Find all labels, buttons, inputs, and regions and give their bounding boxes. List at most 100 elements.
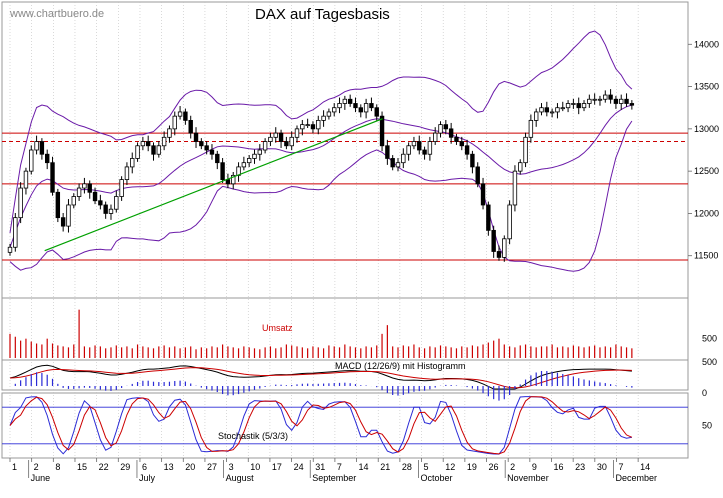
candle-body xyxy=(576,103,581,109)
month-label: November xyxy=(507,473,549,483)
x-tick-label: 17 xyxy=(272,462,282,472)
x-tick-label: 12 xyxy=(445,462,455,472)
candle-body xyxy=(433,132,438,142)
month-label: September xyxy=(312,473,356,483)
candle-body xyxy=(167,128,172,138)
candle-body xyxy=(257,149,263,155)
candle-body xyxy=(374,107,379,117)
candle-body xyxy=(7,246,13,253)
candle-body xyxy=(597,98,603,101)
candle-body xyxy=(215,153,220,164)
candle-body xyxy=(321,115,326,121)
candle-body xyxy=(262,141,268,151)
x-tick-label: 21 xyxy=(380,462,390,472)
stoch-d-line xyxy=(9,396,633,455)
candle-body xyxy=(619,98,624,104)
y-tick-label: 13500 xyxy=(694,82,719,92)
candle-body xyxy=(316,120,321,130)
x-tick-label: 1 xyxy=(12,462,17,472)
candle-body xyxy=(571,103,576,105)
candle-body xyxy=(486,204,491,231)
candle-body xyxy=(29,149,34,172)
candles-layer xyxy=(7,89,635,262)
candle-body xyxy=(18,187,23,219)
y-tick-label: 13000 xyxy=(694,124,719,134)
candle-body xyxy=(528,120,534,138)
candle-body xyxy=(395,162,401,168)
candle-body xyxy=(385,145,390,159)
x-tick-label: 3 xyxy=(229,462,234,472)
candle-body xyxy=(76,187,82,197)
candle-body xyxy=(114,196,119,210)
candle-body xyxy=(55,191,61,219)
candle-body xyxy=(464,145,470,155)
signal-line xyxy=(9,367,632,389)
candle-body xyxy=(45,153,50,164)
candle-body xyxy=(268,136,273,142)
candle-body xyxy=(629,103,635,106)
candle-body xyxy=(108,208,114,214)
month-label: July xyxy=(139,473,156,483)
candle-body xyxy=(518,162,523,172)
macd-tick-label: 0 xyxy=(702,388,707,398)
candle-body xyxy=(225,179,231,185)
bollinger-upper xyxy=(9,30,633,233)
volume-label: Umsatz xyxy=(262,323,293,333)
month-label: August xyxy=(226,473,255,483)
x-tick-label: 14 xyxy=(640,462,650,472)
x-tick-label: 28 xyxy=(402,462,412,472)
candle-body xyxy=(13,217,18,248)
candle-body xyxy=(496,251,502,258)
candle-body xyxy=(140,141,146,147)
stoch-k-line xyxy=(9,396,632,455)
candle-body xyxy=(608,94,613,100)
watermark: www.chartbuero.de xyxy=(9,8,104,20)
x-tick-label: 6 xyxy=(142,462,147,472)
grid-layer xyxy=(9,2,639,458)
volume-tick-label: 500 xyxy=(702,334,717,344)
candle-body xyxy=(443,124,449,130)
macd-panel-frame xyxy=(1,359,689,391)
candle-body xyxy=(358,107,363,113)
candle-body xyxy=(156,145,162,155)
x-tick-label: 2 xyxy=(34,462,39,472)
x-tick-label: 22 xyxy=(99,462,109,472)
candle-body xyxy=(417,141,422,151)
candle-body xyxy=(438,124,443,134)
x-tick-label: 29 xyxy=(120,462,130,472)
x-tick-label: 19 xyxy=(467,462,477,472)
candle-body xyxy=(103,204,108,214)
candle-body xyxy=(332,107,337,113)
candle-body xyxy=(603,94,608,100)
candle-body xyxy=(422,149,427,155)
candle-body xyxy=(23,170,29,189)
candle-body xyxy=(284,141,289,147)
stoch-tick-label: 50 xyxy=(702,421,712,431)
stochastic-layer xyxy=(2,396,688,455)
x-tick-label: 8 xyxy=(55,462,60,472)
candle-body xyxy=(300,124,305,130)
month-label: June xyxy=(31,473,51,483)
y-tick-label: 11500 xyxy=(694,251,718,261)
candle-body xyxy=(427,141,433,155)
candle-body xyxy=(151,145,156,155)
candle-body xyxy=(549,111,555,114)
candle-body xyxy=(172,115,177,130)
macd-label: MACD (12/26/9) mit Histogramm xyxy=(335,361,466,371)
candle-body xyxy=(475,166,480,185)
candle-body xyxy=(39,141,45,155)
x-tick-label: 2 xyxy=(510,462,515,472)
candle-body xyxy=(34,141,39,151)
candle-body xyxy=(273,132,278,138)
candle-body xyxy=(241,162,247,168)
candle-body xyxy=(135,145,140,159)
candle-body xyxy=(220,162,225,181)
candle-body xyxy=(145,141,151,147)
x-tick-label: 26 xyxy=(489,462,499,472)
candle-body xyxy=(507,204,512,240)
candle-body xyxy=(66,204,71,227)
candle-body xyxy=(544,107,550,113)
bollinger-middle xyxy=(9,104,633,248)
candle-body xyxy=(502,238,507,258)
